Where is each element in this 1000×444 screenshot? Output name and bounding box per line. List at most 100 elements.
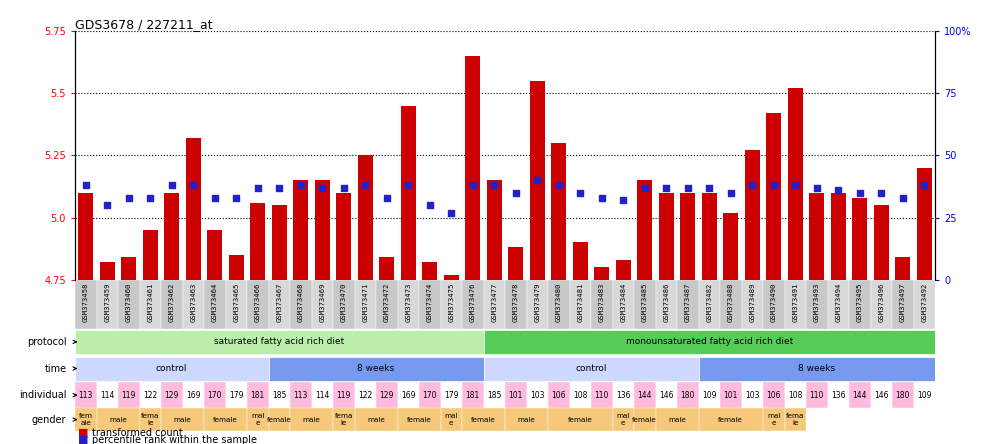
Bar: [809, 193, 824, 280]
Bar: [440, 408, 462, 431]
Bar: [591, 280, 612, 329]
Bar: [870, 280, 892, 329]
Bar: [143, 230, 158, 280]
Bar: [186, 138, 201, 280]
Point: [895, 194, 911, 201]
Bar: [398, 382, 419, 408]
Point: [99, 202, 115, 209]
Text: GSM373485: GSM373485: [642, 282, 648, 321]
Bar: [354, 382, 376, 408]
Bar: [75, 357, 268, 381]
Point: [228, 194, 244, 201]
Point: [336, 184, 352, 191]
Text: 146: 146: [659, 391, 674, 400]
Text: GSM373496: GSM373496: [878, 282, 884, 321]
Bar: [828, 280, 849, 329]
Bar: [100, 262, 115, 280]
Text: GSM373462: GSM373462: [169, 282, 175, 321]
Bar: [784, 280, 806, 329]
Bar: [505, 408, 548, 431]
Text: GSM373467: GSM373467: [276, 282, 282, 321]
Bar: [784, 408, 806, 431]
Point: [164, 182, 180, 189]
Text: male: male: [174, 416, 191, 423]
Bar: [487, 180, 502, 280]
Bar: [229, 255, 244, 280]
Text: female: female: [568, 416, 593, 423]
Bar: [612, 280, 634, 329]
Bar: [118, 382, 140, 408]
Point: [744, 182, 760, 189]
Bar: [247, 382, 268, 408]
Text: 8 weeks: 8 weeks: [357, 364, 395, 373]
Text: 109: 109: [702, 391, 716, 400]
Bar: [161, 382, 182, 408]
Bar: [312, 280, 333, 329]
Bar: [892, 280, 914, 329]
Text: 185: 185: [487, 391, 501, 400]
Bar: [293, 180, 308, 280]
Point: [787, 182, 803, 189]
Bar: [465, 56, 480, 280]
Bar: [164, 193, 179, 280]
Bar: [698, 382, 720, 408]
Text: GSM373477: GSM373477: [491, 282, 497, 321]
Point: [529, 177, 545, 184]
Bar: [659, 193, 674, 280]
Text: GSM373489: GSM373489: [749, 282, 755, 321]
Bar: [376, 382, 398, 408]
Bar: [462, 408, 505, 431]
Bar: [250, 202, 265, 280]
Bar: [612, 382, 634, 408]
Text: GSM373490: GSM373490: [771, 282, 777, 321]
Text: male: male: [367, 416, 385, 423]
Bar: [698, 357, 935, 381]
Bar: [290, 408, 333, 431]
Bar: [182, 382, 204, 408]
Bar: [333, 382, 354, 408]
Text: GSM373464: GSM373464: [212, 282, 218, 321]
Bar: [874, 205, 889, 280]
Point: [443, 209, 459, 216]
Text: GSM373480: GSM373480: [556, 282, 562, 321]
Point: [271, 184, 287, 191]
Bar: [440, 382, 462, 408]
Text: 179: 179: [444, 391, 458, 400]
Text: GSM373487: GSM373487: [685, 282, 691, 321]
Text: protocol: protocol: [27, 337, 66, 347]
Bar: [247, 408, 268, 431]
Bar: [96, 280, 118, 329]
Bar: [570, 382, 591, 408]
Text: 169: 169: [401, 391, 416, 400]
Text: GSM373486: GSM373486: [663, 282, 669, 321]
Bar: [828, 382, 849, 408]
Bar: [268, 408, 290, 431]
Text: 103: 103: [745, 391, 760, 400]
Text: GSM373497: GSM373497: [900, 282, 906, 321]
Bar: [788, 88, 803, 280]
Point: [422, 202, 438, 209]
Bar: [140, 382, 161, 408]
Text: fem
ale: fem ale: [79, 413, 93, 426]
Text: 179: 179: [229, 391, 244, 400]
Bar: [914, 382, 935, 408]
Bar: [849, 280, 870, 329]
Text: GSM373491: GSM373491: [792, 282, 798, 321]
Text: female: female: [718, 416, 743, 423]
Point: [594, 194, 610, 201]
Bar: [484, 357, 698, 381]
Bar: [96, 408, 140, 431]
Text: GSM373492: GSM373492: [921, 282, 927, 321]
Bar: [720, 382, 742, 408]
Point: [809, 184, 825, 191]
Point: [121, 194, 137, 201]
Point: [766, 182, 782, 189]
Bar: [634, 382, 656, 408]
Point: [830, 186, 846, 194]
Bar: [677, 280, 698, 329]
Point: [185, 182, 201, 189]
Bar: [268, 382, 290, 408]
Text: GSM373474: GSM373474: [427, 282, 433, 321]
Bar: [75, 382, 96, 408]
Bar: [354, 280, 376, 329]
